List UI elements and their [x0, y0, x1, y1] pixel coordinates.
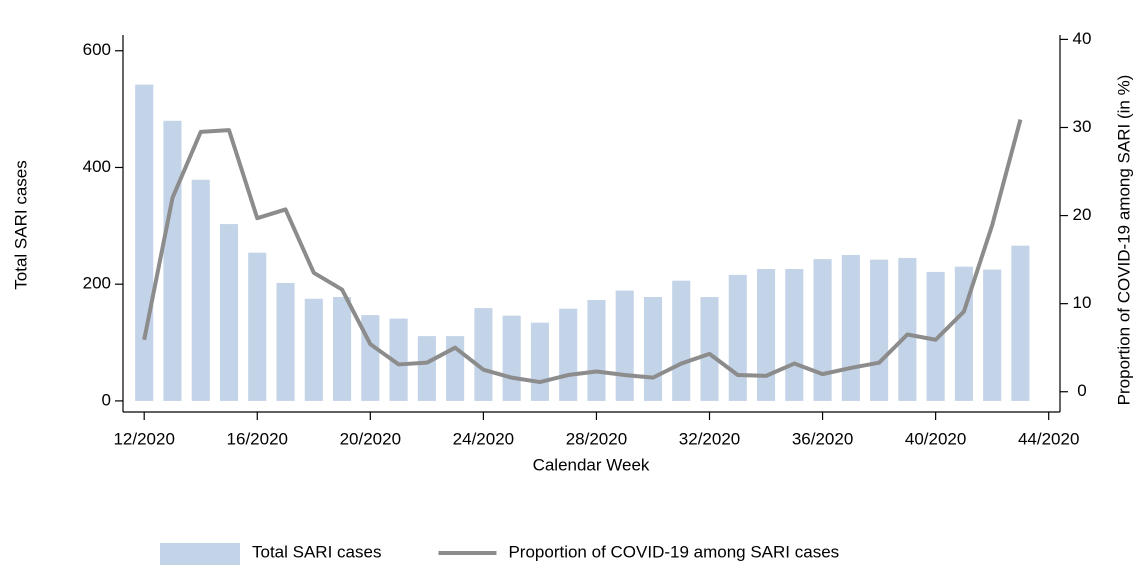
- y2-tick-label: 30: [1073, 117, 1092, 136]
- line: [142, 119, 1023, 385]
- bar: [841, 255, 860, 401]
- x-tick-label: 24/2020: [453, 429, 514, 448]
- bar: [756, 269, 776, 401]
- x-tick-label: 44/2020: [1018, 429, 1079, 448]
- y-axis-title: Total SARI cases: [11, 160, 30, 289]
- bar: [898, 257, 917, 401]
- bar: [219, 224, 239, 401]
- x-tick-label: 16/2020: [227, 429, 288, 448]
- x-tick-label: 12/2020: [113, 429, 174, 448]
- x-tick-label: 36/2020: [792, 429, 853, 448]
- bar: [870, 259, 889, 401]
- x-tick-label: 40/2020: [905, 429, 966, 448]
- bar: [1011, 245, 1030, 401]
- x-tick-label: 28/2020: [566, 429, 627, 448]
- y2-tick-label: 20: [1073, 205, 1092, 224]
- bar: [417, 336, 436, 401]
- bar: [587, 299, 606, 401]
- bar: [333, 297, 352, 401]
- bar: [248, 252, 267, 401]
- bar: [389, 318, 408, 401]
- x-tick-label: 20/2020: [340, 429, 401, 448]
- bar: [700, 297, 719, 401]
- bar: [502, 315, 521, 401]
- bar: [643, 297, 663, 401]
- bar: [785, 269, 804, 401]
- bar: [135, 84, 154, 401]
- bar: [615, 290, 634, 401]
- bar: [983, 269, 1002, 401]
- bar: [926, 271, 945, 401]
- bar: [672, 280, 691, 401]
- x-axis-title: Calendar Week: [533, 455, 650, 474]
- bar: [559, 308, 578, 401]
- bar: [304, 298, 323, 401]
- y2-axis-title: Proportion of COVID-19 among SARI (in %): [1114, 75, 1133, 406]
- bar: [530, 322, 549, 401]
- bar: [191, 179, 210, 401]
- y2-tick-label: 40: [1073, 29, 1092, 48]
- legend-swatch: [160, 543, 240, 565]
- legend-label: Total SARI cases: [252, 542, 381, 561]
- bar: [813, 259, 832, 401]
- bar: [163, 120, 182, 401]
- y-tick-label: 400: [83, 157, 111, 176]
- y-tick-label: 200: [83, 274, 111, 293]
- bar: [728, 274, 747, 401]
- x-tick-label: 32/2020: [679, 429, 740, 448]
- legend-label: Proportion of COVID-19 among SARI cases: [508, 542, 839, 561]
- y2-tick-label: 10: [1073, 293, 1092, 312]
- y2-tick-label: 0: [1077, 381, 1086, 400]
- bar: [474, 308, 493, 401]
- y-tick-label: 600: [83, 40, 111, 59]
- y-tick-label: 0: [102, 390, 111, 409]
- bar: [276, 283, 295, 401]
